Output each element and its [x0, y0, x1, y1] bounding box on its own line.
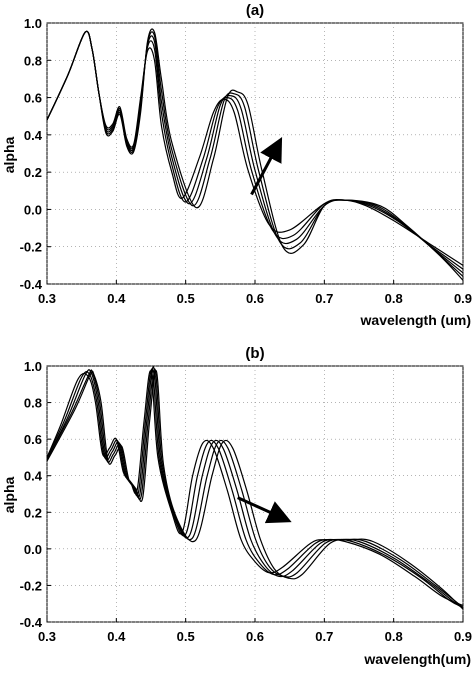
y-tick-label-a: 1.0	[24, 16, 42, 31]
y-tick-labels-b: -0.4 -0.2 0.0 0.2 0.4 0.6 0.8 1.0	[20, 359, 43, 630]
x-tick-label-a: 0.4	[107, 291, 126, 306]
y-axis-label-a: alpha	[1, 137, 17, 174]
trend-arrow-b	[237, 496, 292, 524]
x-tick-label-b: 0.5	[177, 629, 195, 644]
y-tick-label-b: -0.2	[20, 578, 42, 593]
series-line-b-2	[46, 368, 464, 608]
series-group-a	[46, 28, 464, 281]
y-tick-label-b: 0.4	[24, 469, 43, 484]
y-tick-label-b: -0.4	[20, 615, 43, 630]
x-tick-label-b: 0.8	[385, 629, 403, 644]
y-tick-label-a: 0.0	[24, 202, 42, 217]
x-tick-label-b: 0.4	[107, 629, 126, 644]
x-tick-label-a: 0.5	[177, 291, 195, 306]
y-tick-label-a: 0.6	[24, 91, 42, 106]
series-line-a-1	[46, 30, 464, 266]
x-axis-label-b: wavelength(um)	[363, 651, 471, 667]
series-line-b-5	[46, 369, 464, 610]
y-tick-label-a: 0.2	[24, 165, 42, 180]
x-tick-label-b: 0.6	[246, 629, 264, 644]
chart-panel-a: -0.4-0.20.00.20.40.60.81.0 0.3 0.4 0.5 0.6 0…	[1, 2, 472, 328]
x-axis-label-a: wavelength (um)	[360, 312, 471, 328]
y-tick-label-a: 0.8	[24, 53, 42, 68]
x-tick-labels-b: 0.3 0.4 0.5 0.6 0.7 0.8 0.9	[38, 629, 472, 644]
x-tick-label-a: 0.3	[38, 291, 56, 306]
grid-b	[46, 365, 464, 623]
chart-title-a: (a)	[246, 2, 264, 19]
series-line-b-4	[46, 368, 464, 608]
y-tick-label-b: 0.2	[24, 505, 42, 520]
y-tick-label-b: 1.0	[24, 359, 42, 374]
y-tick-label-b: 0.0	[24, 542, 42, 557]
trend-arrow-a	[250, 137, 283, 196]
series-line-a-5	[46, 28, 464, 281]
y-tick-label-a: -0.2	[20, 240, 42, 255]
y-axis-label-b: alpha	[1, 477, 17, 514]
y-tick-label-b: 0.6	[24, 432, 42, 447]
chart-title-b: (b)	[245, 345, 264, 362]
x-tick-label-a: 0.8	[385, 291, 403, 306]
x-tick-labels-a: 0.3 0.4 0.5 0.6 0.7 0.8 0.9	[38, 291, 472, 306]
y-tick-label-a: 0.4	[24, 128, 43, 143]
x-tick-label-b: 0.9	[454, 629, 472, 644]
series-line-a-2	[46, 30, 464, 270]
series-line-b-3	[46, 366, 464, 608]
x-tick-label-a: 0.7	[315, 291, 333, 306]
y-tick-labels-a: -0.4 -0.2 0.0 0.2 0.4 0.6 0.8 1.0	[20, 16, 43, 292]
y-tick-label-b: 0.8	[24, 396, 42, 411]
x-tick-label-b: 0.7	[315, 629, 333, 644]
x-tick-label-a: 0.6	[246, 291, 264, 306]
y-tick-label-a: -0.4	[20, 277, 43, 292]
chart-panel-b: -0.4-0.20.00.20.40.60.81.0 0.3 0.4 0.5 0.6 0…	[1, 345, 472, 667]
series-group-b	[46, 366, 464, 610]
x-tick-label-b: 0.3	[38, 629, 56, 644]
x-tick-label-a: 0.9	[454, 291, 472, 306]
